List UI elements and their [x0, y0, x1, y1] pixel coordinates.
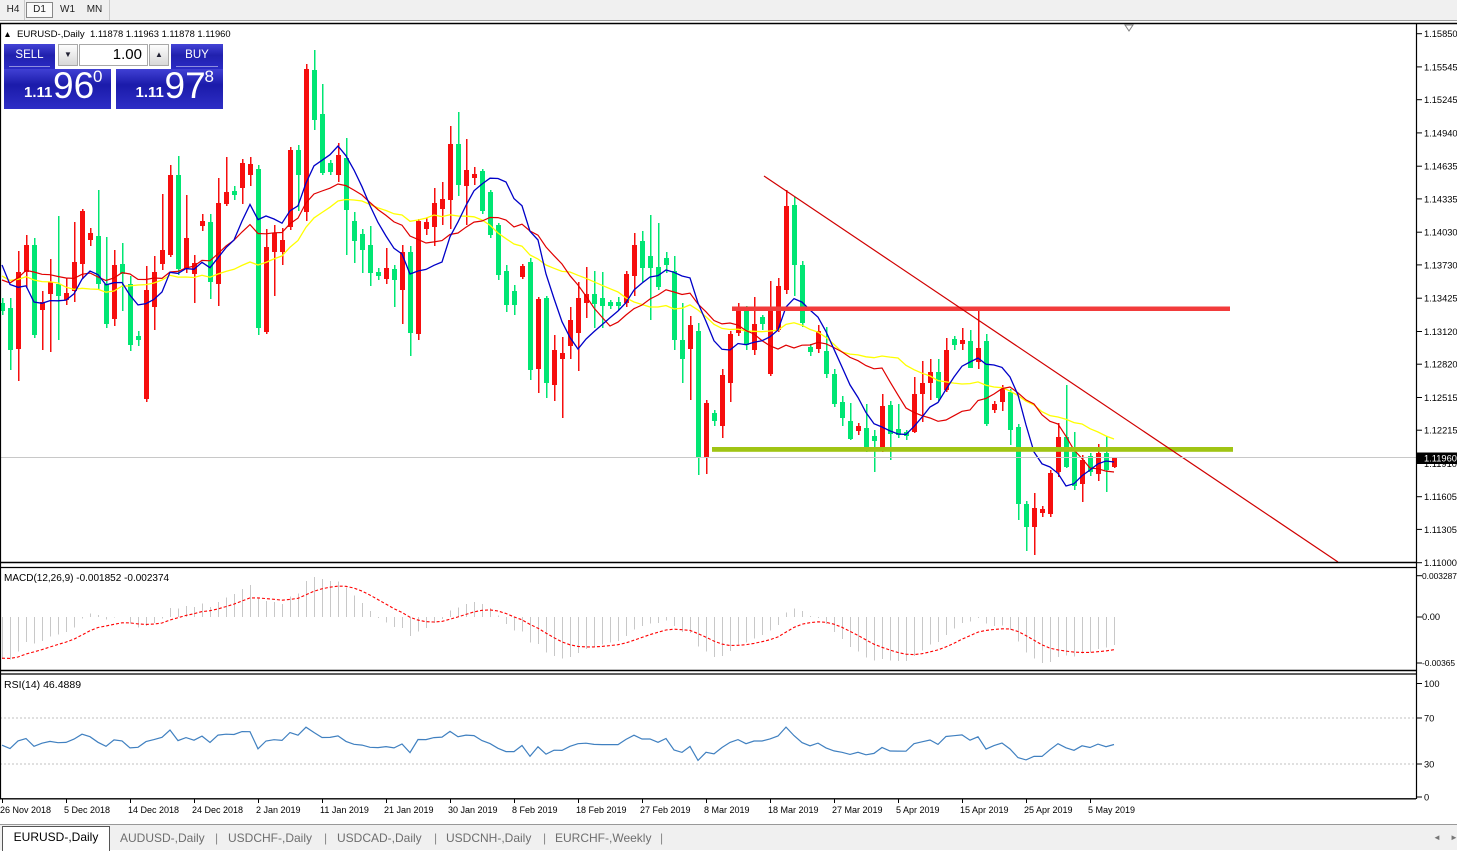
svg-text:11 Jan 2019: 11 Jan 2019: [320, 805, 369, 815]
svg-text:18 Mar 2019: 18 Mar 2019: [768, 805, 819, 815]
svg-text:21 Jan 2019: 21 Jan 2019: [384, 805, 434, 815]
svg-text:8 Feb 2019: 8 Feb 2019: [512, 805, 558, 815]
svg-text:5 May 2019: 5 May 2019: [1088, 805, 1135, 815]
svg-text:8 Mar 2019: 8 Mar 2019: [704, 805, 750, 815]
svg-text:1.11605: 1.11605: [1424, 492, 1457, 502]
svg-text:1.12820: 1.12820: [1424, 360, 1457, 370]
svg-text:1.14940: 1.14940: [1424, 128, 1457, 138]
svg-text:EURUSD-,Daily: EURUSD-,Daily: [17, 29, 85, 40]
svg-text:1.14335: 1.14335: [1424, 194, 1457, 204]
svg-text:27 Mar 2019: 27 Mar 2019: [832, 805, 883, 815]
svg-text:70: 70: [1424, 713, 1434, 723]
svg-text:27 Feb 2019: 27 Feb 2019: [640, 805, 691, 815]
svg-text:5 Apr 2019: 5 Apr 2019: [896, 805, 940, 815]
svg-text:100: 100: [1424, 679, 1440, 689]
svg-text:25 Apr 2019: 25 Apr 2019: [1024, 805, 1073, 815]
svg-text:1.11000: 1.11000: [1424, 558, 1457, 568]
svg-text:0: 0: [1424, 792, 1429, 802]
svg-text:26 Nov 2018: 26 Nov 2018: [0, 805, 51, 815]
svg-text:1.13730: 1.13730: [1424, 260, 1457, 270]
svg-text:-0.00365: -0.00365: [1422, 658, 1455, 668]
svg-text:1.15245: 1.15245: [1424, 95, 1457, 105]
svg-text:1.15545: 1.15545: [1424, 62, 1457, 72]
svg-text:1.11960: 1.11960: [1424, 454, 1457, 464]
svg-text:30: 30: [1424, 759, 1434, 769]
svg-text:MACD(12,26,9) -0.001852 -0.002: MACD(12,26,9) -0.001852 -0.002374: [4, 573, 170, 584]
svg-text:1.14635: 1.14635: [1424, 162, 1457, 172]
svg-text:1.15850: 1.15850: [1424, 29, 1457, 39]
svg-text:30 Jan 2019: 30 Jan 2019: [448, 805, 498, 815]
svg-text:0.00: 0.00: [1422, 612, 1440, 622]
svg-text:18 Feb 2019: 18 Feb 2019: [576, 805, 627, 815]
svg-text:1.13425: 1.13425: [1424, 294, 1457, 304]
svg-text:1.12215: 1.12215: [1424, 426, 1457, 436]
svg-text:0.003287: 0.003287: [1422, 571, 1457, 581]
svg-text:1.13120: 1.13120: [1424, 327, 1457, 337]
svg-text:1.12515: 1.12515: [1424, 393, 1457, 403]
svg-text:14 Dec 2018: 14 Dec 2018: [128, 805, 179, 815]
svg-text:1.14030: 1.14030: [1424, 228, 1457, 238]
svg-text:24 Dec 2018: 24 Dec 2018: [192, 805, 243, 815]
svg-text:15 Apr 2019: 15 Apr 2019: [960, 805, 1009, 815]
svg-text:1.11305: 1.11305: [1424, 525, 1457, 535]
svg-text:2 Jan 2019: 2 Jan 2019: [256, 805, 301, 815]
svg-text:5 Dec 2018: 5 Dec 2018: [64, 805, 110, 815]
svg-text:RSI(14) 46.4889: RSI(14) 46.4889: [4, 679, 81, 691]
svg-text:1.11878 1.11963 1.11878 1.1196: 1.11878 1.11963 1.11878 1.11960: [90, 28, 231, 39]
